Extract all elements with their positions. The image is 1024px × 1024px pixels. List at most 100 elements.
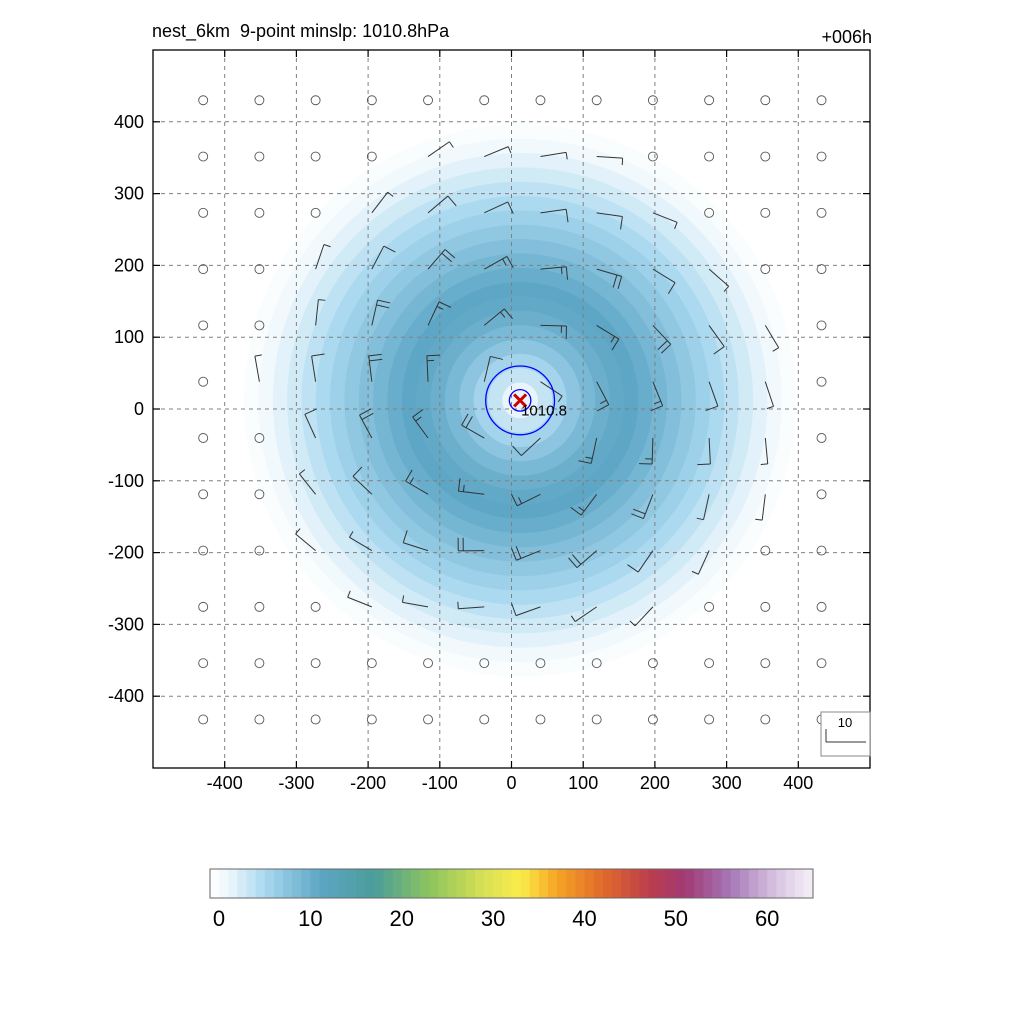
calm-wind-circle	[423, 658, 433, 669]
barb-staff	[458, 606, 485, 610]
barb-staff	[651, 437, 654, 465]
colorbar-band	[739, 869, 750, 898]
barb-feather	[629, 620, 636, 627]
wind-barb	[315, 244, 331, 270]
y-tick-label: -300	[108, 614, 144, 634]
barb-staff	[596, 381, 610, 405]
calm-wind-circle	[479, 658, 490, 669]
barb-feather	[610, 336, 615, 343]
colorbar-tick-label: 30	[481, 906, 505, 931]
barb-feather	[570, 615, 576, 622]
barb-feather	[617, 276, 623, 290]
barb-feather	[448, 141, 454, 148]
pressure-contour	[508, 388, 532, 412]
calm-wind-circle	[254, 151, 265, 162]
calm-wind-circle	[647, 95, 658, 106]
calm-wind-circle	[366, 151, 377, 162]
colorbar-band	[538, 869, 549, 898]
barb-feather	[585, 456, 593, 460]
colorbar-band	[666, 869, 677, 898]
wind-barb	[652, 325, 672, 354]
barb-staff	[403, 542, 429, 552]
colorbar-band	[575, 869, 586, 898]
wind-barb	[540, 151, 568, 160]
colorbar-band	[639, 869, 650, 898]
barb-feather	[612, 274, 618, 288]
colorbar-band	[328, 869, 339, 898]
barb-feather	[654, 400, 661, 405]
barb-feather	[755, 518, 763, 521]
colorbar-band	[210, 869, 220, 898]
barb-feather	[387, 191, 394, 197]
axis-ticks: -400 -300 -200 -100 0 100 200 300 40040030020010…	[108, 50, 870, 793]
barb-staff	[352, 475, 373, 495]
barb-staff	[516, 493, 541, 507]
pressure-contour	[485, 365, 556, 436]
calm-wind-circle	[704, 658, 715, 669]
barb-feather	[506, 256, 514, 268]
barb-feather	[503, 308, 513, 320]
barb-feather	[650, 405, 663, 412]
barb-feather	[457, 601, 459, 609]
barb-staff	[764, 437, 769, 464]
barb-staff	[315, 244, 325, 270]
barb-staff	[484, 255, 508, 270]
barb-feather	[436, 305, 444, 310]
calm-wind-circle	[760, 151, 771, 162]
calm-wind-circle	[198, 658, 209, 669]
colorbar-band	[630, 869, 641, 898]
calm-wind-circle	[423, 95, 433, 106]
colorbar-band	[301, 869, 312, 898]
wind-barb	[691, 550, 710, 575]
colorbar-band	[447, 869, 458, 898]
wind-barb	[510, 493, 541, 507]
wind-barb	[405, 469, 429, 495]
barb-feather	[441, 252, 452, 263]
colorbar-band	[621, 869, 631, 898]
wind-barb	[371, 191, 394, 214]
barb-staff	[652, 268, 676, 284]
wind-barb	[540, 324, 567, 339]
barb-staff	[708, 381, 719, 407]
colorbar-band	[648, 869, 659, 898]
barb-feather	[571, 554, 582, 565]
wind-barb	[652, 268, 676, 295]
barb-feather	[510, 493, 518, 507]
barb-feather	[627, 564, 639, 573]
barb-staff	[708, 268, 729, 287]
wind-barb	[315, 299, 326, 326]
wind-barb	[596, 212, 623, 230]
wind-barb	[483, 355, 504, 382]
barb-staff	[540, 266, 567, 270]
colorbar: 0 10 20 30 40 50 60	[209, 868, 814, 931]
barb-staff	[540, 151, 567, 158]
calm-wind-circle	[704, 601, 715, 612]
calm-wind-circle	[535, 95, 546, 106]
x-tick-label: 300	[712, 773, 742, 793]
barb-feather	[557, 395, 563, 403]
y-tick-label: -400	[108, 686, 144, 706]
wind-barb	[427, 195, 457, 214]
colorbar-band	[420, 869, 430, 898]
barb-feather	[565, 209, 569, 223]
barb-feather	[600, 399, 607, 405]
wind-barb	[352, 466, 373, 495]
y-tick-label: 300	[114, 184, 144, 204]
colorbar-band	[675, 869, 686, 898]
barb-feather	[578, 460, 592, 464]
barb-feather	[402, 530, 408, 543]
colorbar-band	[374, 869, 385, 898]
barb-staff	[483, 356, 491, 382]
colorbar-band	[511, 869, 522, 898]
wind-barb	[650, 381, 664, 412]
calm-wind-circle	[479, 714, 490, 725]
y-tick-label: -100	[108, 471, 144, 491]
colorbar-band	[749, 869, 759, 898]
barb-feather	[515, 546, 522, 559]
barb-staff	[359, 414, 373, 439]
colorbar-band	[465, 869, 476, 898]
barb-feather	[409, 477, 414, 484]
calm-wind-circle	[254, 320, 265, 331]
barb-feather	[254, 354, 262, 357]
calm-wind-circle	[760, 714, 771, 725]
